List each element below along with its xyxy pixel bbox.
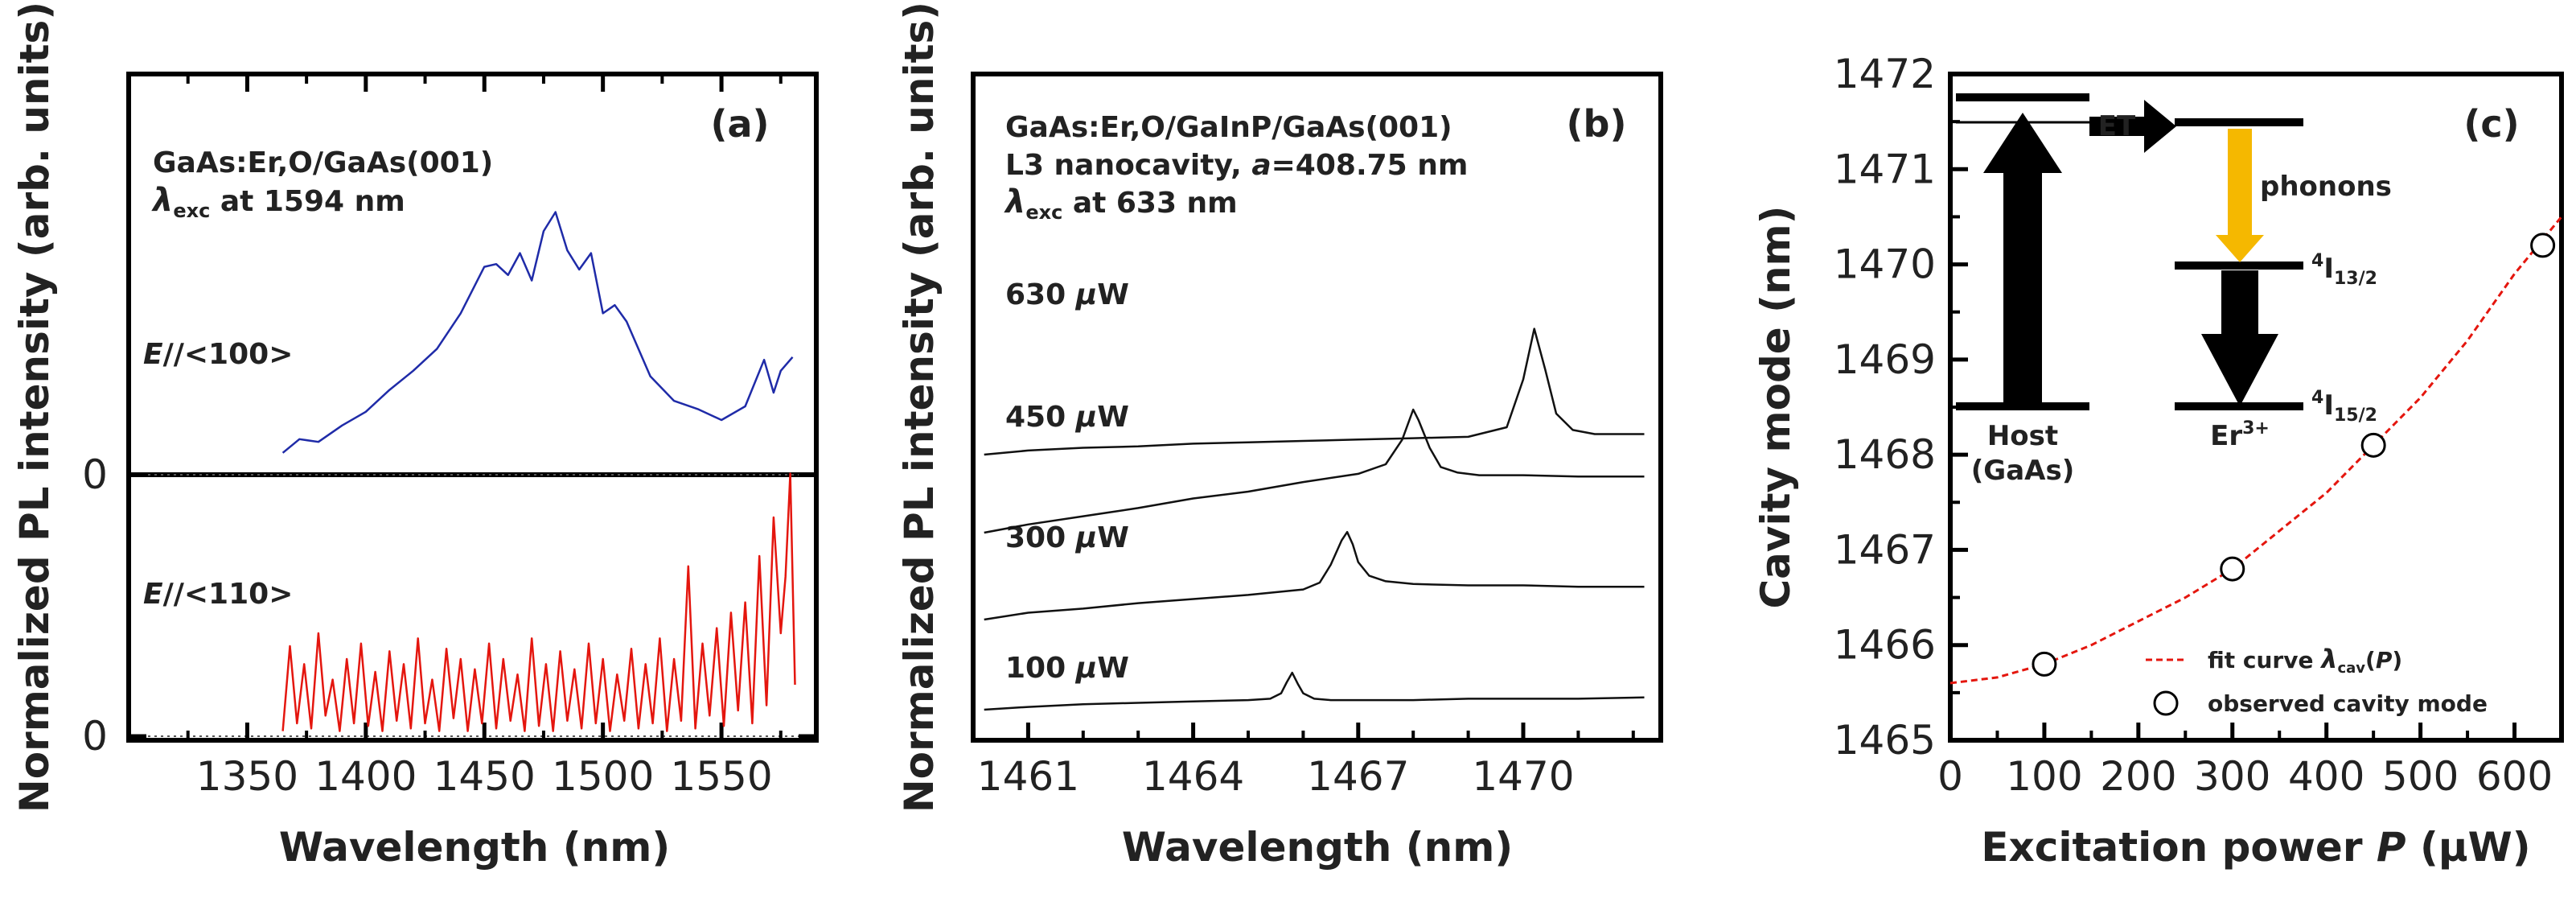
et-label: ET <box>2098 110 2136 142</box>
panel-a-plot <box>281 211 796 732</box>
panel-c-plot <box>1949 216 2563 685</box>
level-4i13-label: 4I13/2 <box>2311 251 2377 289</box>
x-tick-label: 400 <box>2288 753 2364 800</box>
host-label: Host <box>1987 420 2058 452</box>
x-tick-label: 1400 <box>314 753 417 800</box>
x-tick-label: 500 <box>2382 753 2459 800</box>
spectrum-label-3: 630 μW <box>1005 278 1129 311</box>
panel-a-zero-lower: 0 <box>82 713 108 760</box>
y-tick-label: 1468 <box>1834 431 1936 478</box>
panel-b-y-axis-label: Normalized PL intensity (arb. units) <box>896 2 943 813</box>
spectrum-label-0: 100 μW <box>1005 652 1129 685</box>
y-tick-label: 1465 <box>1834 717 1936 764</box>
series-label-e100: E//<100> <box>143 338 293 371</box>
y-tick-label: 1466 <box>1834 622 1936 669</box>
series-line-1 <box>281 472 796 732</box>
host-material-label: (GaAs) <box>1971 455 2074 487</box>
panel-b-label: (b) <box>1567 102 1627 146</box>
x-tick-label: 1500 <box>552 753 654 800</box>
spectrum-line-0 <box>984 671 1645 711</box>
panel-c: 0 100 200 300 400 500 600 1465 1466 1467 1468 1469 1… <box>1752 51 2564 871</box>
et-arrow <box>2089 100 2176 153</box>
panel-b-annotation-sample: GaAs:Er,O/GaInP/GaAs(001) <box>1005 111 1452 144</box>
x-tick-label: 1450 <box>433 753 536 800</box>
y-tick-label: 1471 <box>1834 146 1936 192</box>
legend-fit-label: fit curve λcav(P) <box>2208 644 2402 677</box>
panel-b-x-ticks: 1461 1464 1467 1470 <box>972 723 1635 800</box>
spectrum-label-1: 300 μW <box>1005 521 1129 554</box>
y-tick-label: 1472 <box>1834 51 1936 97</box>
panel-b-x-axis-label: Wavelength (nm) <box>1122 824 1513 871</box>
series-line-0 <box>281 211 794 454</box>
panel-a-x-ticks: 1350 1400 1450 1500 1550 <box>129 74 816 800</box>
y-tick-label: 1470 <box>1834 241 1936 288</box>
er-ion-label: Er3+ <box>2210 418 2270 452</box>
spectrum-line-2 <box>984 408 1645 534</box>
x-tick-label: 1550 <box>670 753 772 800</box>
panel-c-ticks: 0 100 200 300 400 500 600 1465 1466 1467 1468 1469 1… <box>1834 51 2553 800</box>
observed-point <box>2530 233 2556 258</box>
spectrum-line-3 <box>984 327 1645 456</box>
x-tick-label: 1467 <box>1307 753 1409 800</box>
x-tick-label: 600 <box>2476 753 2553 800</box>
panel-c-y-axis-label: Cavity mode (nm) <box>1752 205 1799 608</box>
panel-c-legend: fit curve λcav(P) observed cavity mode <box>2146 644 2488 717</box>
series-label-e110: E//<110> <box>143 578 293 611</box>
legend-observed-label: observed cavity mode <box>2208 690 2488 717</box>
panel-c-label: (c) <box>2463 102 2519 146</box>
panel-b: 1461 1464 1467 1470 (b) GaAs:Er,O/GaInP/GaA… <box>896 2 1663 871</box>
panel-a-frame <box>126 72 819 743</box>
panel-b-annotation-excitation: λexc at 633 nm <box>1004 183 1238 224</box>
x-tick-label: 1464 <box>1142 753 1244 800</box>
excitation-arrow <box>1983 113 2062 402</box>
level-4i15-label: 4I15/2 <box>2311 388 2377 426</box>
observed-point <box>2360 432 2386 458</box>
legend-observed-marker <box>2153 690 2179 716</box>
panel-c-x-axis-label: Excitation power P (μW) <box>1981 824 2530 871</box>
panel-b-plot: 100 μW 300 μW 450 μW 630 μW <box>984 278 1645 711</box>
observed-point <box>2032 651 2057 677</box>
panel-a-y-axis-label: Normalized PL intensity (arb. units) <box>11 2 58 813</box>
panel-a-annotation-excitation: λexc at 1594 nm <box>151 182 405 222</box>
y-tick-label: 1469 <box>1834 336 1936 383</box>
panel-a-label: (a) <box>710 102 769 146</box>
x-tick-label: 0 <box>1937 753 1963 800</box>
panel-a: 0 0 1350 1400 1450 1500 1550 (a) GaAs:Er,O/G… <box>11 2 819 871</box>
y-tick-label: 1467 <box>1834 526 1936 573</box>
x-tick-label: 1470 <box>1472 753 1574 800</box>
x-tick-label: 1461 <box>977 753 1079 800</box>
emission-arrow <box>2201 270 2278 406</box>
x-tick-label: 100 <box>2006 753 2082 800</box>
panel-b-frame <box>971 72 1663 743</box>
panel-a-x-axis-label: Wavelength (nm) <box>279 824 670 871</box>
phonons-label: phonons <box>2260 171 2392 203</box>
spectrum-line-1 <box>984 530 1645 621</box>
energy-level-diagram: ET phonons 4I13/2 4I15/2 Host (GaAs) Er3… <box>1956 93 2392 487</box>
x-tick-label: 300 <box>2194 753 2270 800</box>
spectrum-label-2: 450 μW <box>1005 401 1129 434</box>
panel-b-annotation-cavity: L3 nanocavity, a=408.75 nm <box>1005 149 1468 182</box>
panel-a-zero-upper: 0 <box>82 451 108 498</box>
observed-point <box>2220 556 2245 582</box>
x-tick-label: 200 <box>2100 753 2176 800</box>
phonon-arrow <box>2216 129 2264 262</box>
panel-a-annotation-sample: GaAs:Er,O/GaAs(001) <box>153 146 493 179</box>
x-tick-label: 1350 <box>196 753 298 800</box>
